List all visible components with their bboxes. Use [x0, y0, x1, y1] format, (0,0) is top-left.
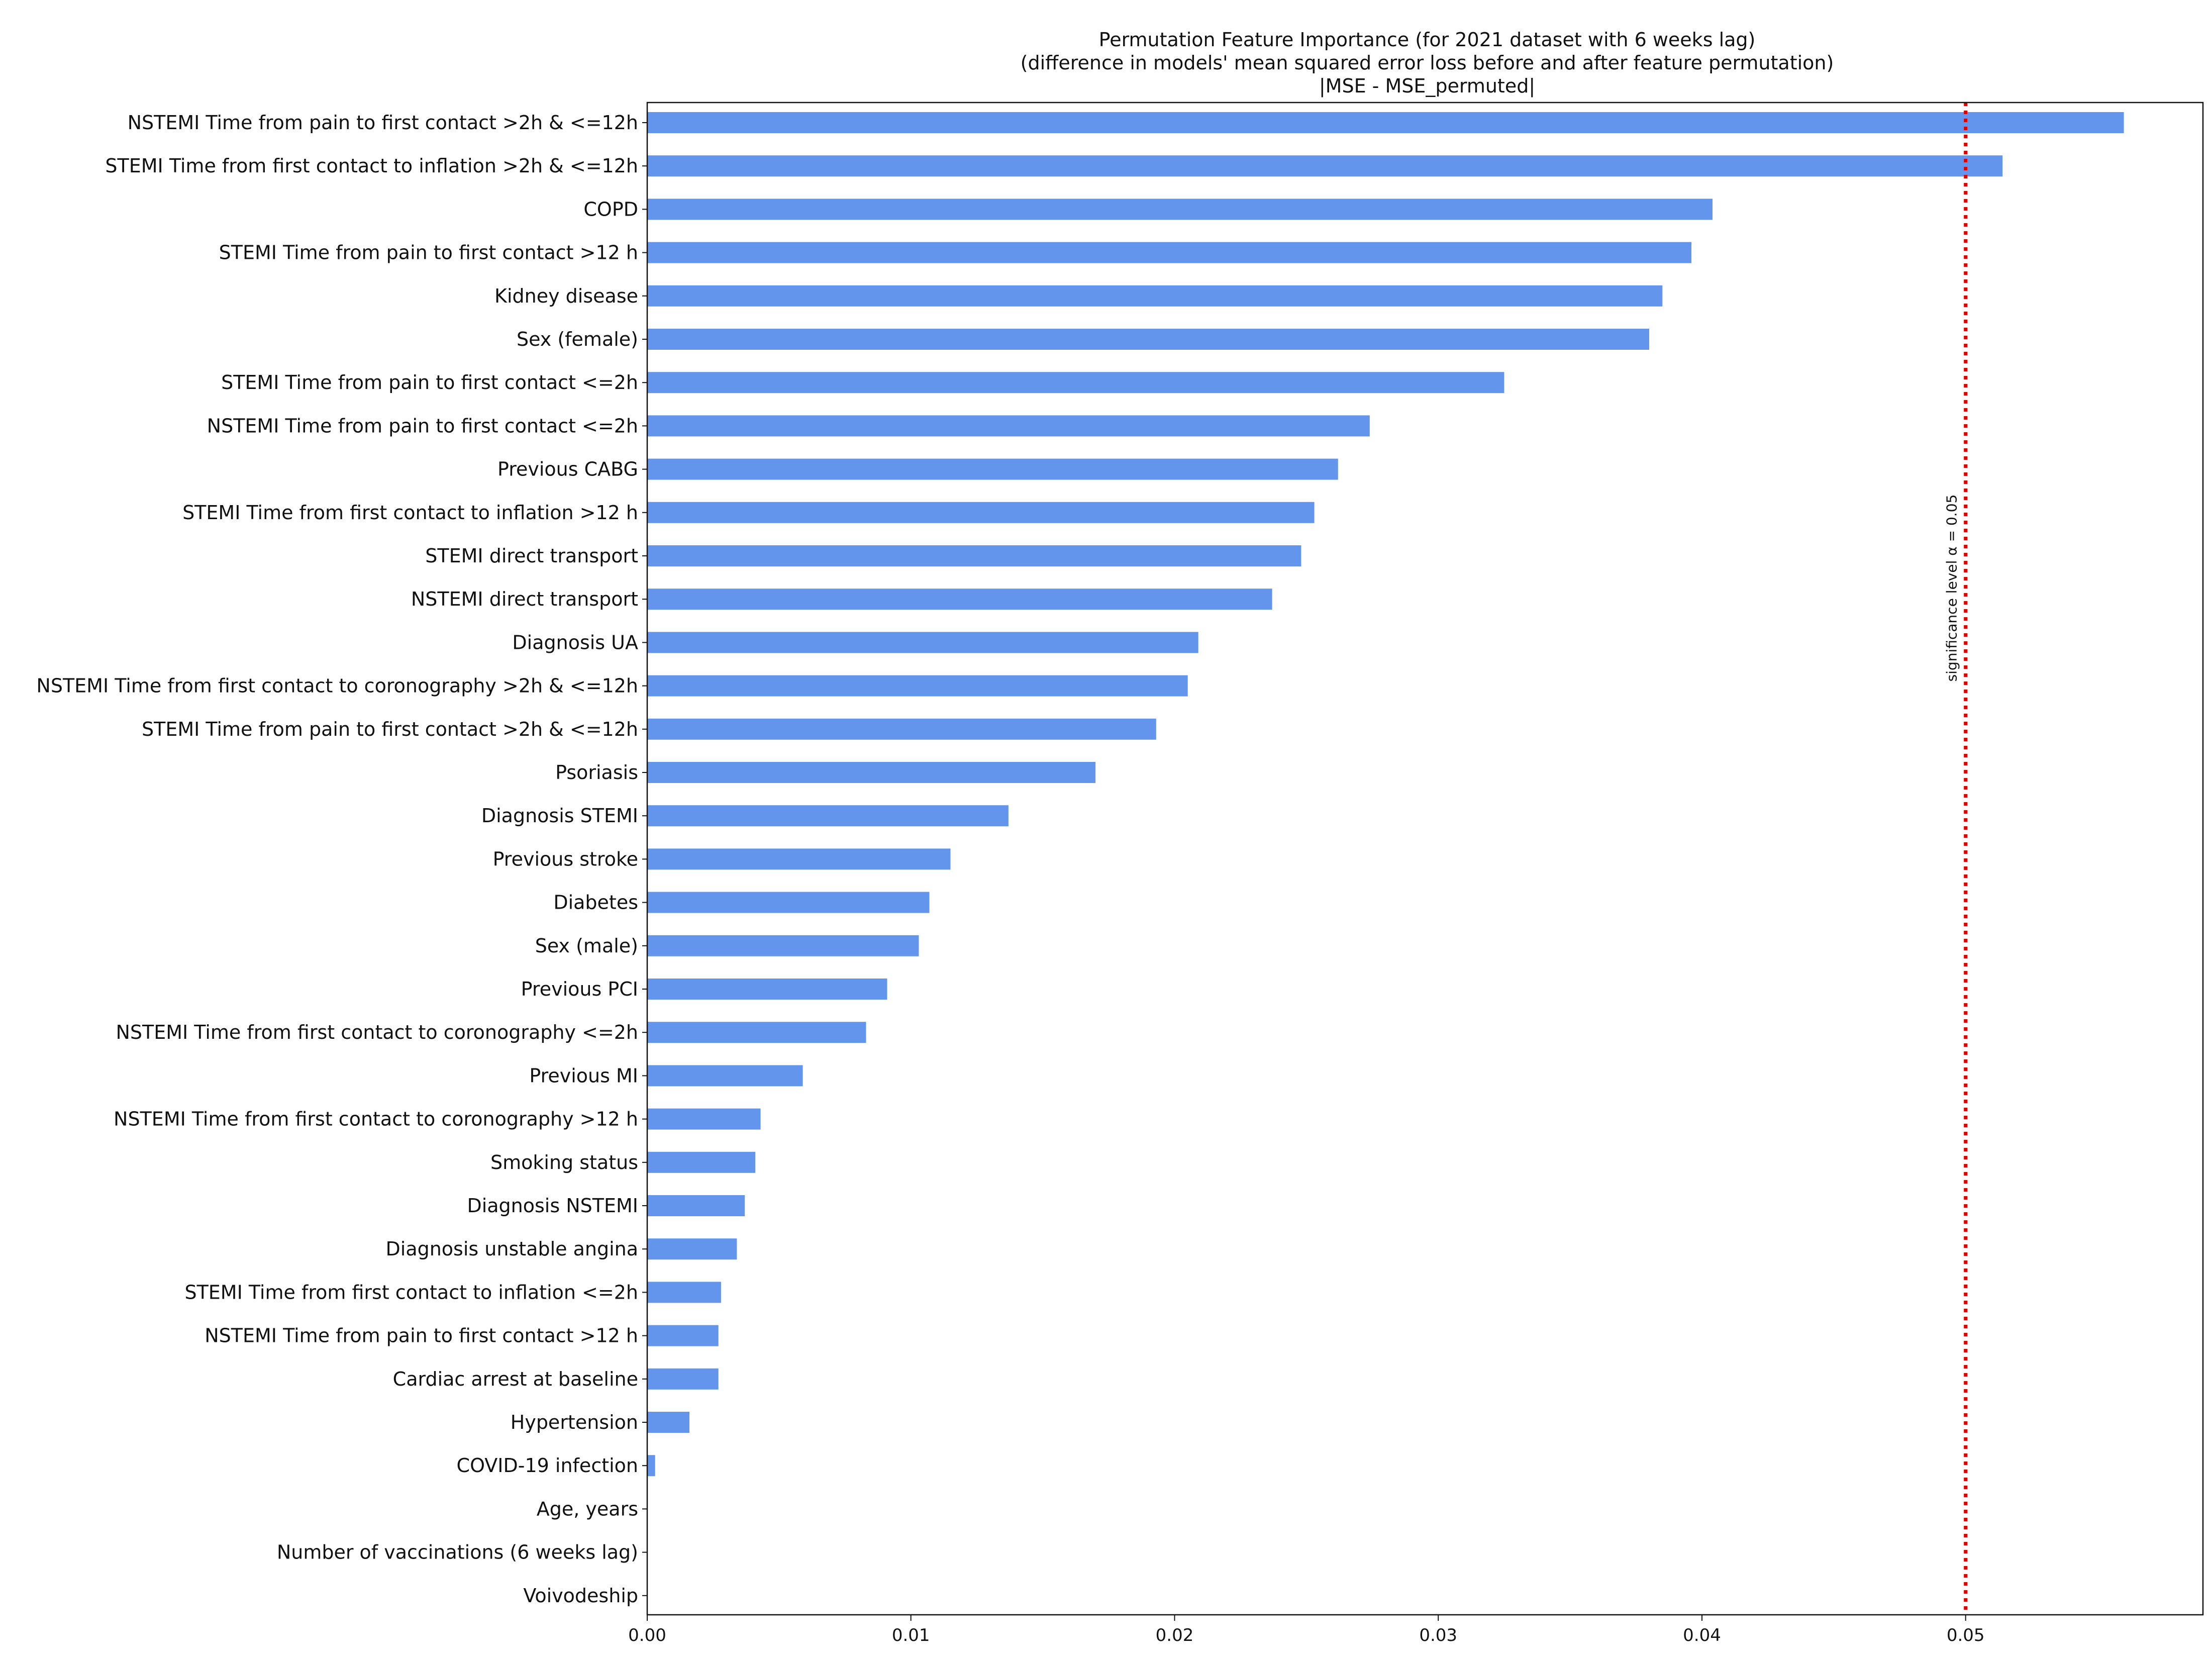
category-label: STEMI Time from first contact to inflati… [105, 155, 638, 177]
category-label: NSTEMI Time from first contact to corono… [36, 675, 638, 697]
bar [647, 458, 1338, 480]
category-label: Previous PCI [521, 978, 638, 1000]
category-label: NSTEMI Time from pain to first contact <… [207, 415, 638, 437]
category-label: STEMI Time from pain to first contact <=… [221, 371, 638, 394]
category-label: Diagnosis NSTEMI [467, 1195, 638, 1217]
category-label: Age, years [537, 1498, 638, 1520]
chart-title-line-1: Permutation Feature Importance (for 2021… [1099, 29, 1756, 51]
x-tick-label: 0.04 [1683, 1625, 1721, 1645]
bar [647, 329, 1649, 350]
category-label: NSTEMI direct transport [411, 588, 638, 610]
x-tick-label: 0.01 [892, 1625, 930, 1645]
bar [647, 805, 1009, 827]
bar [647, 155, 2003, 177]
bar [647, 242, 1691, 263]
category-label: Diabetes [553, 892, 638, 914]
category-label: Previous MI [529, 1064, 638, 1087]
bar [647, 285, 1663, 307]
bar [647, 762, 1096, 783]
bar [647, 545, 1301, 566]
bar [647, 589, 1272, 610]
category-label: Psoriasis [555, 761, 638, 784]
category-label: Sex (female) [517, 328, 638, 350]
bar [647, 1151, 756, 1173]
chart-title: Permutation Feature Importance (for 2021… [1021, 29, 1834, 98]
plot-frame [646, 102, 2204, 1616]
threshold-layer: significance level α = 0.05 [1944, 103, 1968, 1615]
bar [647, 935, 919, 956]
bar [647, 1065, 803, 1087]
category-label: Number of vaccinations (6 weeks lag) [277, 1541, 638, 1564]
category-label: STEMI Time from first contact to inflati… [184, 1281, 638, 1303]
chart-title-line-3: |MSE - MSE_permuted| [1319, 75, 1535, 98]
category-label: Diagnosis unstable angina [386, 1238, 639, 1260]
x-tick-label: 0.02 [1156, 1625, 1194, 1645]
category-label: Previous stroke [493, 848, 638, 870]
category-label: Previous CABG [497, 458, 638, 480]
bar [647, 1455, 655, 1477]
bar [647, 1195, 745, 1216]
category-label: Diagnosis UA [512, 631, 638, 653]
category-label: Cardiac arrest at baseline [393, 1368, 638, 1390]
bar [647, 1325, 719, 1346]
bar [647, 632, 1198, 653]
bar [647, 1022, 866, 1043]
bar [647, 718, 1156, 740]
category-label: Voivodeship [523, 1585, 638, 1607]
bar [647, 675, 1188, 697]
x-ticks: 0.00 0.01 0.02 0.03 0.04 0.05 [628, 1615, 1985, 1645]
bar [647, 1412, 689, 1433]
category-label: Sex (male) [535, 935, 638, 957]
bar [647, 1368, 719, 1390]
bar [647, 979, 887, 1000]
significance-threshold-label: significance level α = 0.05 [1944, 495, 1960, 682]
bar [647, 848, 951, 870]
bar [647, 1282, 721, 1303]
category-label: Hypertension [511, 1411, 638, 1433]
bar [647, 372, 1504, 394]
category-label: NSTEMI Time from first contact to corono… [114, 1108, 638, 1130]
category-label: STEMI Time from pain to first contact >2… [142, 718, 638, 740]
category-label: Smoking status [490, 1151, 638, 1174]
bar [647, 199, 1713, 220]
x-tick-label: 0.05 [1947, 1625, 1985, 1645]
category-label: Kidney disease [494, 285, 638, 307]
category-label: STEMI Time from pain to first contact >1… [219, 242, 638, 264]
category-label: STEMI direct transport [425, 545, 638, 567]
x-tick-label: 0.00 [628, 1625, 666, 1645]
bar [647, 415, 1370, 437]
axes-layer [642, 102, 2204, 1616]
bar [647, 892, 930, 913]
category-label: COPD [583, 198, 638, 220]
category-label: NSTEMI Time from pain to first contact >… [128, 112, 638, 134]
category-label: NSTEMI Time from first contact to corono… [116, 1021, 638, 1043]
category-label: COVID-19 infection [457, 1454, 638, 1477]
category-labels: NSTEMI Time from pain to first contact >… [36, 112, 638, 1607]
bars-layer [647, 112, 2124, 1477]
category-label: STEMI Time from first contact to inflati… [182, 502, 638, 524]
bar [647, 112, 2124, 133]
category-label: NSTEMI Time from pain to first contact >… [205, 1325, 638, 1347]
bar [647, 1108, 761, 1130]
chart-title-line-2: (difference in models' mean squared erro… [1021, 52, 1834, 74]
category-label: Diagnosis STEMI [481, 805, 638, 827]
x-tick-label: 0.03 [1419, 1625, 1457, 1645]
bar [647, 502, 1315, 523]
bar [647, 1238, 737, 1260]
